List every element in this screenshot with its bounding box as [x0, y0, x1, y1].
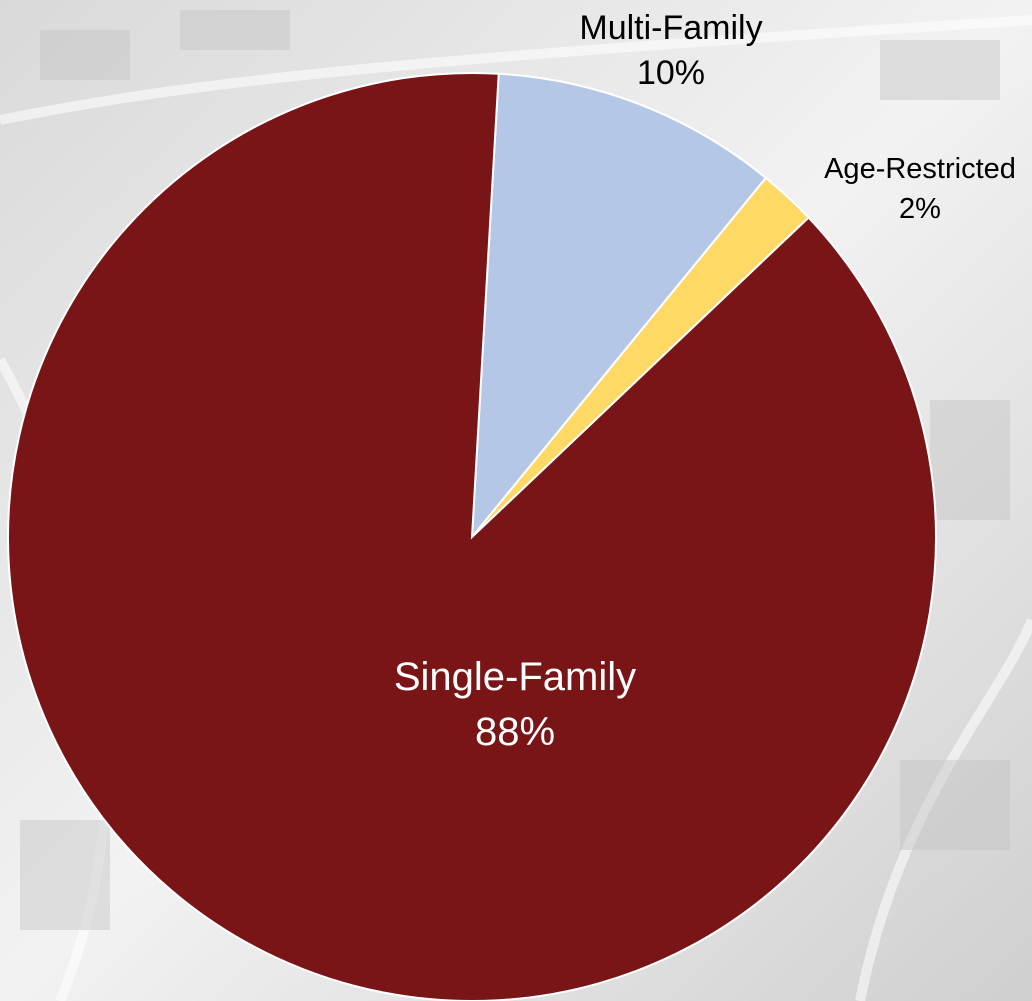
pie-labels: Single-Family 88% Multi-Family 10% Age-R… [394, 9, 1016, 754]
slice-multi-family [470, 72, 768, 541]
slice-single-family [7, 72, 937, 1001]
label-multi-family-name: Multi-Family [579, 9, 762, 47]
label-single-family-name: Single-Family [394, 655, 636, 699]
pie-slices [7, 72, 937, 1001]
label-age-restricted-value: 2% [899, 193, 941, 225]
label-age-restricted-name: Age-Restricted [824, 153, 1016, 185]
label-multi-family-value: 10% [637, 54, 705, 92]
label-single-family-value: 88% [475, 710, 555, 754]
